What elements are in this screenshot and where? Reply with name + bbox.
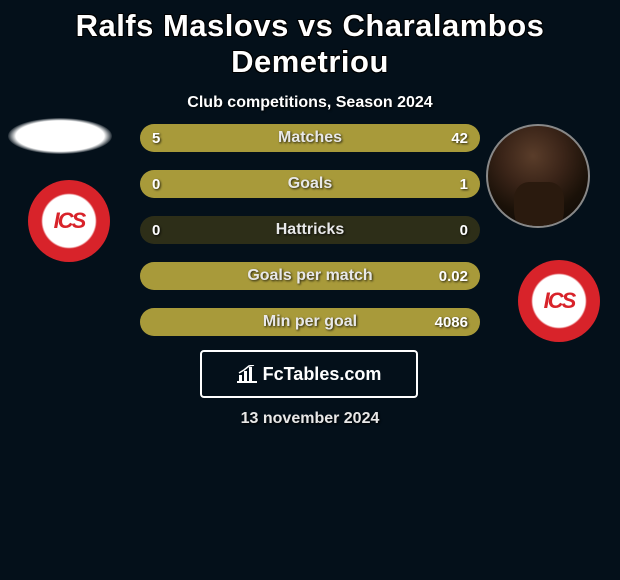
page-title: Ralfs Maslovs vs Charalambos Demetriou: [0, 0, 620, 80]
stats-area: 5 Matches 42 0 Goals 1 0 Hattricks 0 Goa…: [140, 124, 480, 354]
stat-row: 0 Hattricks 0: [140, 216, 480, 244]
club-crest-monogram: ICS: [54, 208, 85, 234]
attribution-text: FcTables.com: [263, 364, 382, 385]
stat-label: Hattricks: [140, 221, 480, 239]
stat-value-right: 0: [460, 222, 468, 239]
club-crest-left: ICS: [28, 180, 110, 262]
stat-label: Goals per match: [140, 267, 480, 285]
stat-value-right: 4086: [435, 314, 468, 331]
stat-row: Goals per match 0.02: [140, 262, 480, 290]
stat-value-right: 42: [451, 130, 468, 147]
attribution-badge: FcTables.com: [200, 350, 418, 398]
date-line: 13 november 2024: [0, 410, 620, 428]
stat-label: Matches: [140, 129, 480, 147]
stat-value-right: 1: [460, 176, 468, 193]
stat-row: 5 Matches 42: [140, 124, 480, 152]
stat-label: Min per goal: [140, 313, 480, 331]
player-left-photo: [8, 118, 112, 154]
stat-value-right: 0.02: [439, 268, 468, 285]
club-crest-right: ICS: [518, 260, 600, 342]
club-crest-monogram: ICS: [544, 288, 575, 314]
player-right-photo: [486, 124, 590, 228]
stat-label: Goals: [140, 175, 480, 193]
stat-row: 0 Goals 1: [140, 170, 480, 198]
subtitle: Club competitions, Season 2024: [0, 94, 620, 112]
bar-chart-icon: [237, 365, 257, 383]
stat-row: Min per goal 4086: [140, 308, 480, 336]
